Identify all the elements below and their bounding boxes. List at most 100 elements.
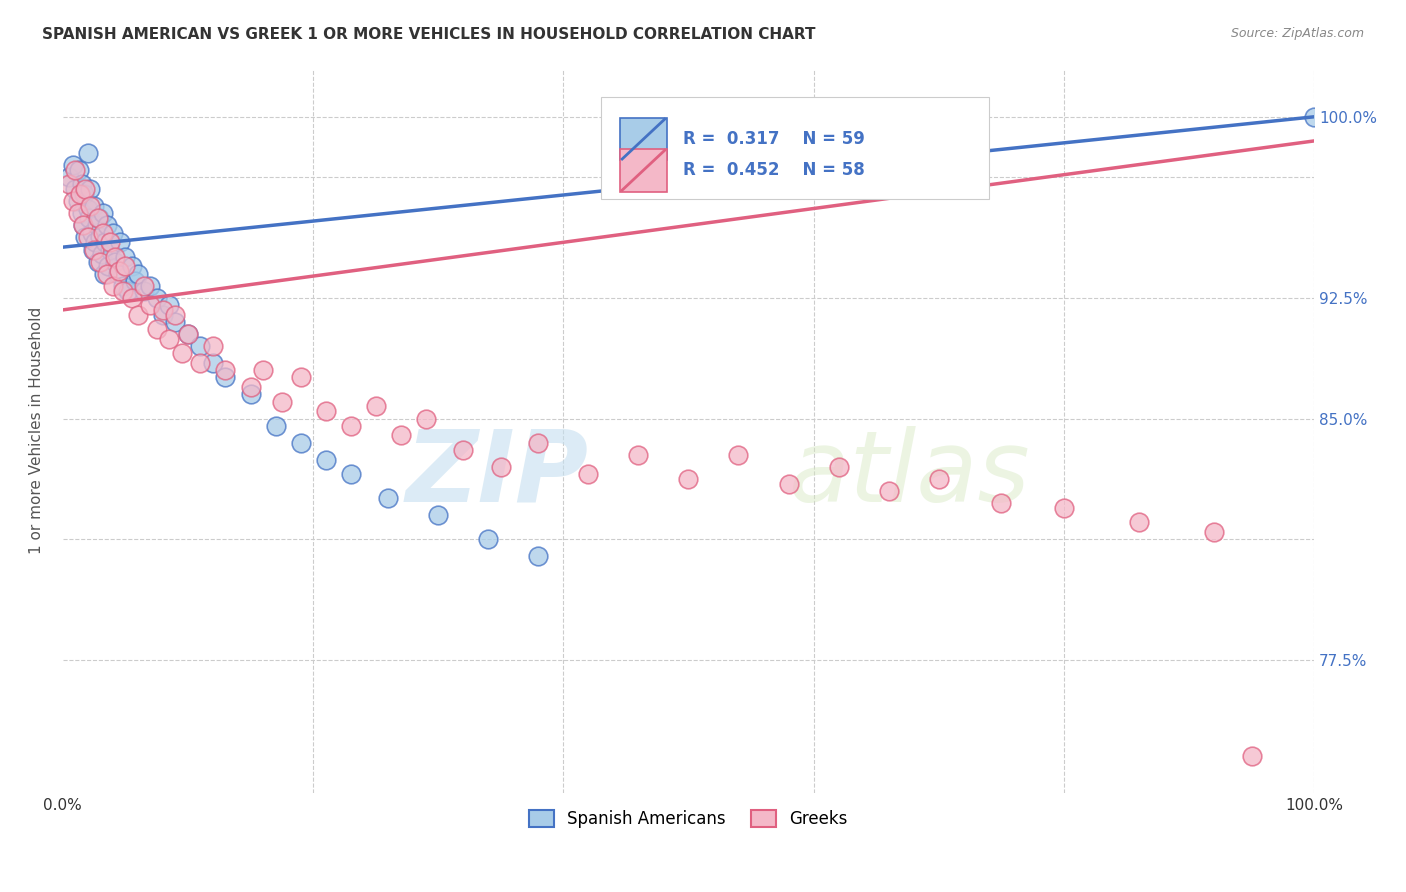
Point xyxy=(576,467,599,481)
Point xyxy=(98,243,121,257)
Point xyxy=(114,260,136,274)
FancyBboxPatch shape xyxy=(620,118,668,161)
Point xyxy=(108,264,131,278)
Point xyxy=(427,508,450,522)
Point xyxy=(104,250,127,264)
Point xyxy=(451,442,474,457)
Point xyxy=(290,370,312,384)
Point xyxy=(80,226,103,240)
Point xyxy=(121,291,143,305)
Point xyxy=(87,211,110,226)
Point xyxy=(75,182,97,196)
Text: Source: ZipAtlas.com: Source: ZipAtlas.com xyxy=(1230,27,1364,40)
Point xyxy=(177,326,200,341)
FancyBboxPatch shape xyxy=(600,97,988,199)
Point xyxy=(101,278,124,293)
Point xyxy=(264,418,287,433)
Point xyxy=(96,267,118,281)
Point xyxy=(190,356,212,370)
Point xyxy=(101,226,124,240)
Point xyxy=(339,467,361,481)
Point xyxy=(91,226,114,240)
Point xyxy=(75,230,97,244)
Point xyxy=(170,346,193,360)
Point xyxy=(66,194,89,209)
Point xyxy=(134,284,156,298)
Point xyxy=(1053,500,1076,515)
Point xyxy=(239,387,262,401)
Point xyxy=(76,146,98,161)
Point xyxy=(214,370,236,384)
Point xyxy=(107,267,129,281)
Point xyxy=(1128,516,1150,530)
Point xyxy=(111,284,134,298)
Point xyxy=(527,435,550,450)
Point xyxy=(190,339,212,353)
Point xyxy=(87,254,110,268)
Point xyxy=(134,278,156,293)
Point xyxy=(127,267,149,281)
Text: R =  0.452    N = 58: R = 0.452 N = 58 xyxy=(683,161,865,179)
Point xyxy=(67,162,90,177)
Point xyxy=(201,339,224,353)
Point xyxy=(76,202,98,216)
Point xyxy=(86,219,108,233)
Point xyxy=(415,411,437,425)
Point xyxy=(214,363,236,377)
Y-axis label: 1 or more Vehicles in Household: 1 or more Vehicles in Household xyxy=(30,307,44,554)
Point xyxy=(89,230,111,244)
Text: R =  0.317    N = 59: R = 0.317 N = 59 xyxy=(683,130,865,148)
Point xyxy=(89,254,111,268)
Point xyxy=(152,302,174,317)
Point xyxy=(252,363,274,377)
Point xyxy=(778,476,800,491)
Point xyxy=(114,250,136,264)
Point xyxy=(152,308,174,322)
Point xyxy=(70,206,93,220)
Point xyxy=(98,235,121,250)
Point xyxy=(96,219,118,233)
Point xyxy=(94,235,117,250)
Point xyxy=(165,308,187,322)
Point xyxy=(145,322,167,336)
Point xyxy=(239,380,262,394)
Point xyxy=(97,260,120,274)
Point xyxy=(489,459,512,474)
Point xyxy=(145,291,167,305)
Point xyxy=(165,315,187,329)
Point xyxy=(70,178,93,192)
Text: ZIP: ZIP xyxy=(405,425,588,523)
Point xyxy=(157,298,180,312)
Point xyxy=(290,435,312,450)
Point xyxy=(111,278,134,293)
Point xyxy=(928,472,950,486)
Point xyxy=(139,298,162,312)
Point xyxy=(65,182,87,196)
Point xyxy=(72,219,94,233)
Point xyxy=(104,254,127,268)
Point xyxy=(84,235,107,250)
Point xyxy=(1303,110,1326,124)
Point xyxy=(72,219,94,233)
Point xyxy=(990,496,1012,510)
Point xyxy=(1240,749,1263,764)
Point xyxy=(127,308,149,322)
Point xyxy=(121,260,143,274)
Point xyxy=(315,404,337,418)
Point xyxy=(58,178,80,192)
FancyBboxPatch shape xyxy=(620,149,668,192)
Point xyxy=(83,243,105,257)
Point xyxy=(139,278,162,293)
Point xyxy=(627,448,650,462)
Point xyxy=(527,549,550,563)
Point xyxy=(201,356,224,370)
Point xyxy=(62,194,84,209)
Point xyxy=(83,199,105,213)
Point xyxy=(69,187,91,202)
Point xyxy=(1202,524,1225,539)
Point xyxy=(93,267,115,281)
Point xyxy=(315,452,337,467)
Point xyxy=(87,211,110,226)
Point xyxy=(727,448,749,462)
Point xyxy=(65,162,87,177)
